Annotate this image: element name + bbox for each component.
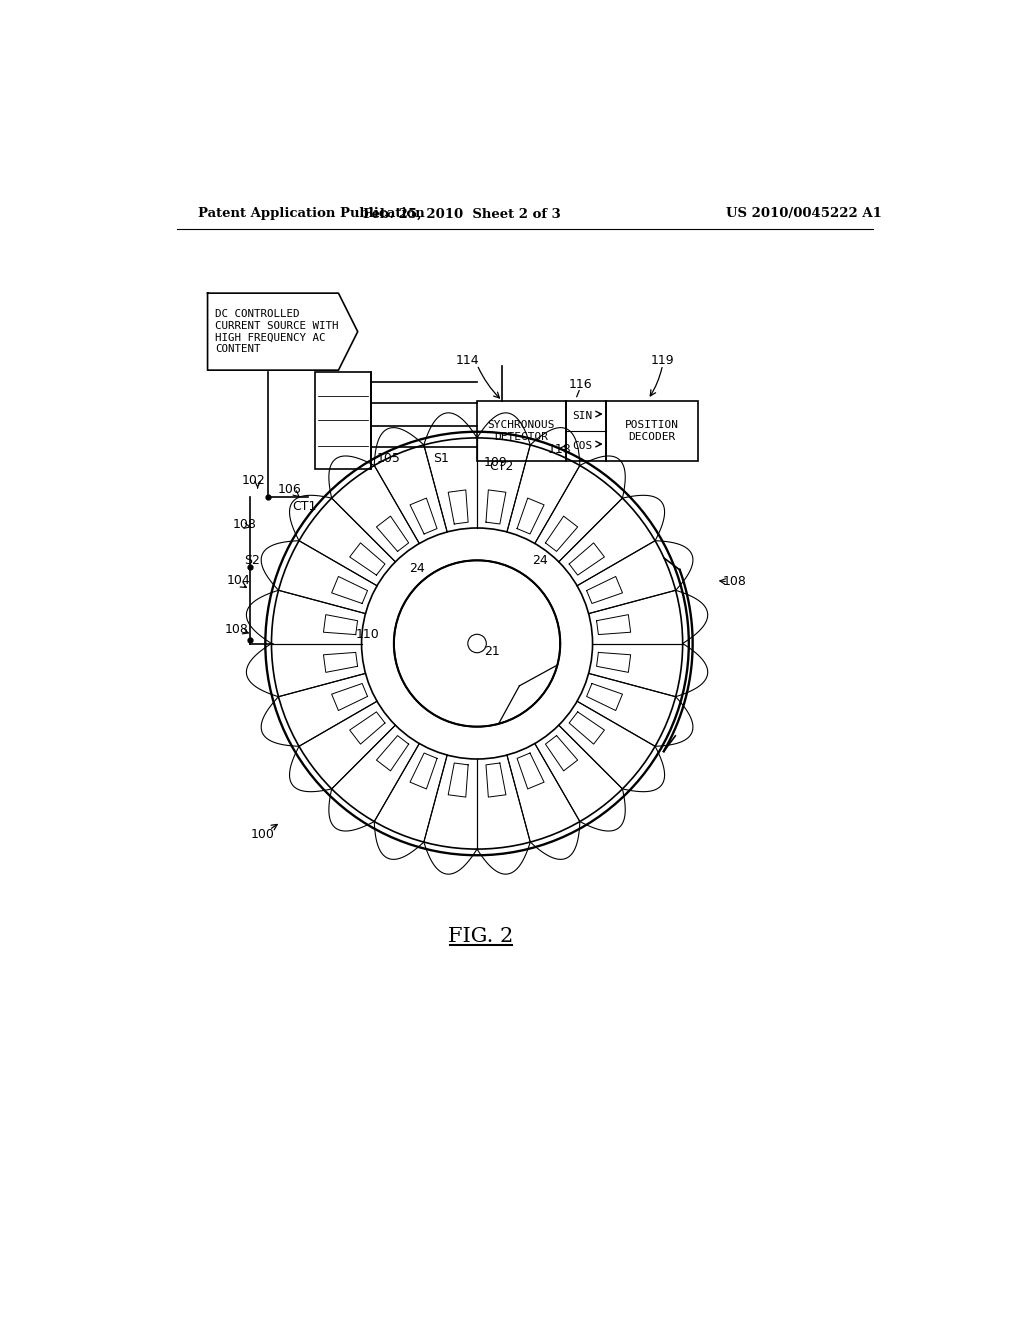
Text: 118: 118 xyxy=(548,444,571,455)
Bar xyxy=(315,372,371,469)
Text: SYCHRONOUS
DETECTOR: SYCHRONOUS DETECTOR xyxy=(487,420,555,442)
Text: 116: 116 xyxy=(568,378,592,391)
Text: Patent Application Publication: Patent Application Publication xyxy=(199,207,425,220)
Text: 119: 119 xyxy=(651,354,675,367)
Text: S2: S2 xyxy=(245,554,260,566)
Text: 108: 108 xyxy=(232,519,256,532)
Text: 21: 21 xyxy=(483,644,500,657)
Text: 24: 24 xyxy=(532,554,548,566)
Text: FIG. 2: FIG. 2 xyxy=(449,927,513,945)
Text: 105: 105 xyxy=(377,453,400,465)
Text: 110: 110 xyxy=(356,628,380,640)
Text: COS: COS xyxy=(571,441,592,450)
Text: 104: 104 xyxy=(226,574,250,587)
Text: 100: 100 xyxy=(251,828,274,841)
Text: DC CONTROLLED
CURRENT SOURCE WITH
HIGH FREQUENCY AC
CONTENT: DC CONTROLLED CURRENT SOURCE WITH HIGH F… xyxy=(215,309,339,354)
Text: 102: 102 xyxy=(242,474,265,487)
Text: 108: 108 xyxy=(225,623,249,636)
Text: S1: S1 xyxy=(433,453,449,465)
Text: 108: 108 xyxy=(723,576,746,589)
Bar xyxy=(605,401,698,461)
Text: CT2: CT2 xyxy=(489,459,514,473)
Bar xyxy=(477,401,565,461)
Text: 24: 24 xyxy=(410,562,425,576)
Text: CT1: CT1 xyxy=(293,500,316,513)
Text: US 2010/0045222 A1: US 2010/0045222 A1 xyxy=(726,207,883,220)
Text: Feb. 25, 2010  Sheet 2 of 3: Feb. 25, 2010 Sheet 2 of 3 xyxy=(362,207,560,220)
Bar xyxy=(565,401,605,461)
Text: SIN: SIN xyxy=(571,412,592,421)
Text: 114: 114 xyxy=(456,354,479,367)
Text: 109: 109 xyxy=(483,455,508,469)
Text: 106: 106 xyxy=(279,483,302,496)
Text: POSITION
DECODER: POSITION DECODER xyxy=(625,420,679,442)
